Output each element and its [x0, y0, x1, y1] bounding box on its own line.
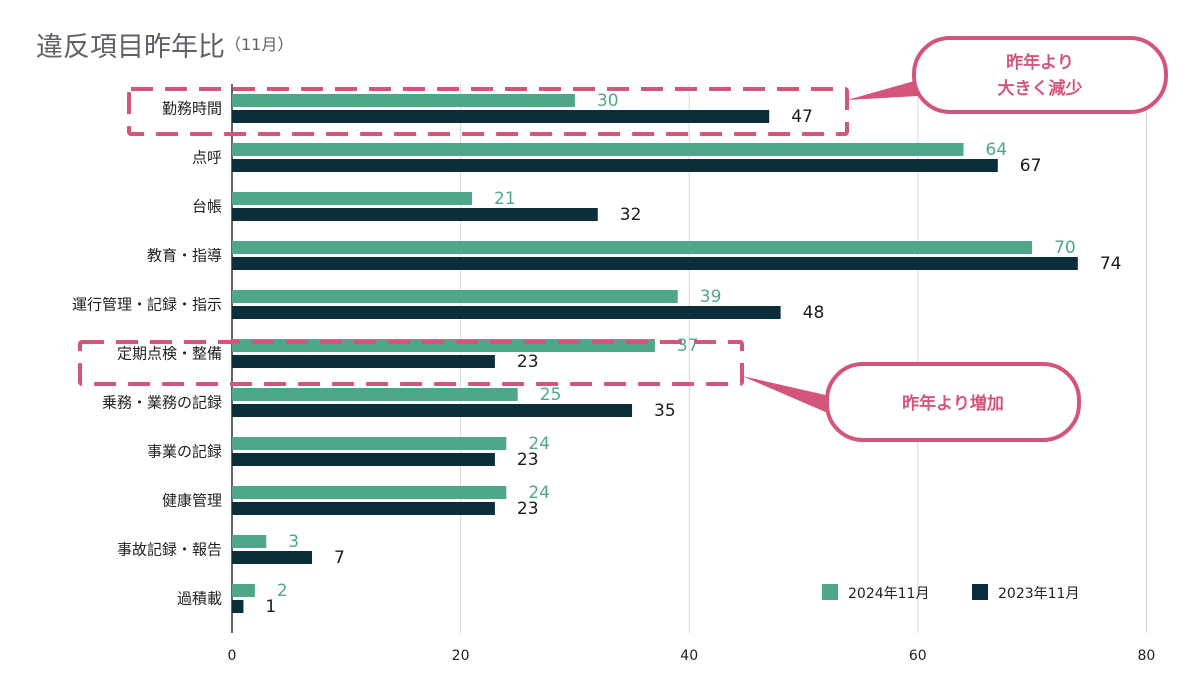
data-label: 24: [528, 434, 550, 454]
bar-2024: [232, 486, 507, 499]
data-label: 23: [517, 499, 539, 519]
category-label: 定期点検・整備: [117, 345, 222, 363]
callout-bubble: [912, 36, 1168, 114]
callout-text: 大きく減少: [998, 78, 1083, 99]
callout-text: 昨年より増加: [902, 393, 1004, 414]
legend-swatch: [822, 584, 838, 600]
bar-2023: [232, 110, 770, 123]
data-label: 64: [986, 140, 1008, 160]
x-tick-label: 40: [680, 648, 698, 664]
data-label: 47: [791, 107, 813, 127]
category-label: 乗務・業務の記録: [102, 394, 222, 412]
legend-label: 2023年11月: [998, 586, 1079, 602]
data-label: 23: [517, 450, 539, 470]
data-label: 1: [265, 597, 276, 617]
x-tick-label: 0: [228, 648, 237, 664]
bar-2024: [232, 584, 255, 597]
callout-pointer: [847, 80, 918, 100]
bar-2024: [232, 437, 507, 450]
data-label: 35: [654, 401, 676, 421]
legend-label: 2024年11月: [848, 586, 929, 602]
data-label: 70: [1054, 238, 1076, 258]
data-label: 30: [597, 91, 619, 111]
data-label: 74: [1100, 254, 1122, 274]
chart-title: 違反項目昨年比（11月）: [36, 32, 293, 63]
category-label: 勤務時間: [162, 100, 222, 118]
x-tick-label: 80: [1137, 648, 1155, 664]
bar-2024: [232, 290, 678, 303]
chart-subtitle: （11月）: [225, 35, 293, 54]
callout-text: 昨年より: [1006, 52, 1074, 73]
bar-2023: [232, 453, 495, 466]
bar-2024: [232, 388, 518, 401]
x-tick-label: 20: [452, 648, 470, 664]
data-label: 32: [620, 205, 642, 225]
callout-bubble: [825, 362, 1081, 442]
bar-2024: [232, 143, 964, 156]
data-label: 24: [528, 483, 550, 503]
category-label: 健康管理: [162, 492, 222, 510]
category-label: 事故記録・報告: [117, 541, 222, 559]
category-label: 過積載: [177, 590, 222, 608]
bar-2023: [232, 551, 313, 564]
dashed-highlight-box: [127, 87, 849, 136]
data-label: 37: [677, 336, 699, 356]
bar-2023: [232, 208, 598, 221]
data-label: 21: [494, 189, 516, 209]
bar-2023: [232, 600, 244, 613]
bar-2024: [232, 94, 575, 107]
bar-2023: [232, 159, 998, 172]
data-label: 23: [517, 352, 539, 372]
data-label: 48: [803, 303, 825, 323]
data-label: 25: [540, 385, 562, 405]
data-label: 67: [1020, 156, 1042, 176]
bar-2023: [232, 257, 1078, 270]
bar-2023: [232, 306, 781, 319]
dashed-highlight-box: [78, 340, 744, 386]
legend-swatch: [972, 584, 988, 600]
bar-2024: [232, 535, 267, 548]
category-label: 点呼: [192, 149, 222, 167]
data-label: 3: [288, 532, 299, 552]
bar-2024: [232, 241, 1033, 254]
bar-2024: [232, 192, 473, 205]
data-label: 39: [700, 287, 722, 307]
category-label: 台帳: [192, 198, 222, 216]
data-label: 2: [277, 581, 288, 601]
bar-2023: [232, 404, 633, 417]
data-label: 7: [334, 548, 345, 568]
x-tick-label: 60: [909, 648, 927, 664]
category-label: 教育・指導: [147, 247, 222, 265]
bar-2023: [232, 502, 495, 515]
callout-pointer: [742, 376, 830, 414]
bar-2023: [232, 355, 495, 368]
category-label: 運行管理・記録・指示: [72, 296, 222, 314]
category-label: 事業の記録: [147, 443, 222, 461]
